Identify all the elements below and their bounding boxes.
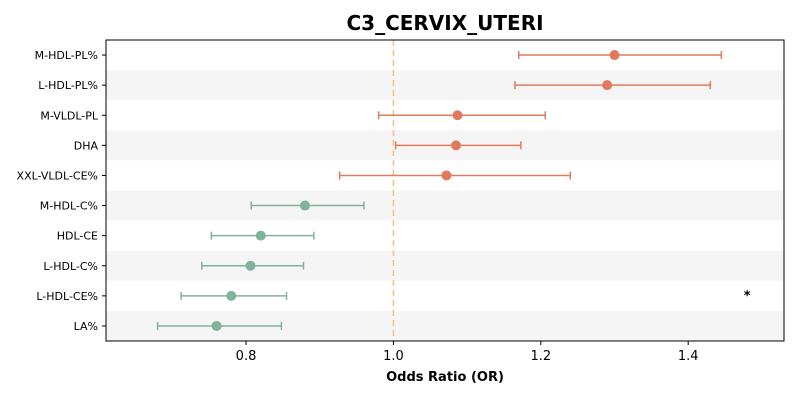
category-label: HDL-CE — [57, 230, 98, 243]
category-label: DHA — [74, 139, 99, 152]
odds-ratio-point — [255, 230, 266, 241]
category-label: LA% — [74, 320, 98, 333]
category-label: L-HDL-CE% — [36, 290, 98, 303]
annotations: * — [744, 289, 751, 304]
x-tick-label: 1.4 — [678, 349, 699, 364]
significance-marker: * — [744, 289, 751, 304]
odds-ratio-point — [211, 320, 222, 331]
x-tick-label: 1.0 — [383, 349, 404, 364]
odds-ratio-point — [452, 110, 463, 121]
odds-ratio-point — [226, 290, 237, 301]
category-label: M-VLDL-PL — [40, 109, 98, 122]
category-label: M-HDL-C% — [40, 200, 98, 213]
odds-ratio-point — [299, 200, 310, 211]
odds-ratio-point — [245, 260, 256, 271]
odds-ratio-point — [441, 170, 452, 181]
x-tick-label: 1.2 — [530, 349, 551, 364]
chart-title: C3_CERVIX_UTERI — [346, 11, 543, 35]
x-axis-label: Odds Ratio (OR) — [386, 370, 504, 385]
points — [211, 50, 620, 331]
odds-ratio-point — [602, 80, 613, 91]
category-label: M-HDL-PL% — [35, 49, 98, 62]
category-label: L-HDL-PL% — [38, 79, 98, 92]
plot-frame — [105, 39, 785, 342]
y-axis-ticks: M-HDL-PL% L-HDL-PL% M-VLDL-PL DHA XXL-VLDL-C… — [17, 49, 106, 333]
odds-ratio-point — [609, 50, 620, 61]
row-band — [106, 220, 784, 251]
x-axis-ticks: 0.8 1.0 1.2 1.4 — [236, 341, 699, 364]
x-tick-label: 0.8 — [236, 349, 257, 364]
odds-ratio-point — [451, 140, 462, 151]
row-band — [106, 190, 784, 221]
category-label: L-HDL-C% — [43, 260, 98, 273]
category-label: XXL-VLDL-CE% — [17, 169, 98, 182]
